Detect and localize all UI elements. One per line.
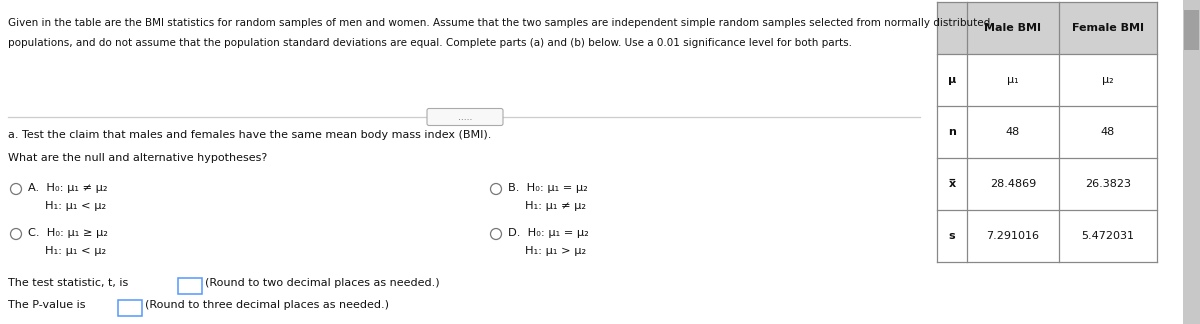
Text: D.  H₀: μ₁ = μ₂: D. H₀: μ₁ = μ₂ bbox=[508, 228, 589, 238]
Text: H₁: μ₁ > μ₂: H₁: μ₁ > μ₂ bbox=[526, 246, 586, 256]
Text: a. Test the claim that males and females have the same mean body mass index (BMI: a. Test the claim that males and females… bbox=[8, 130, 491, 140]
Text: 7.291016: 7.291016 bbox=[986, 231, 1039, 241]
Bar bbox=[1184, 10, 1199, 50]
Text: 28.4869: 28.4869 bbox=[990, 179, 1036, 189]
Text: What are the null and alternative hypotheses?: What are the null and alternative hypoth… bbox=[8, 153, 268, 163]
Text: μ₁: μ₁ bbox=[1007, 75, 1019, 85]
Text: H₁: μ₁ < μ₂: H₁: μ₁ < μ₂ bbox=[46, 246, 106, 256]
Text: populations, and do not assume that the population standard deviations are equal: populations, and do not assume that the … bbox=[8, 38, 852, 48]
Text: μ₂: μ₂ bbox=[1102, 75, 1114, 85]
Text: 48: 48 bbox=[1006, 127, 1020, 137]
Text: s: s bbox=[949, 231, 955, 241]
Bar bbox=[178, 278, 202, 294]
Text: (Round to three decimal places as needed.): (Round to three decimal places as needed… bbox=[145, 300, 389, 310]
Bar bbox=[937, 2, 1157, 54]
FancyBboxPatch shape bbox=[427, 109, 503, 125]
Text: Given in the table are the BMI statistics for random samples of men and women. A: Given in the table are the BMI statistic… bbox=[8, 18, 990, 28]
Text: n: n bbox=[948, 127, 956, 137]
Text: B.  H₀: μ₁ = μ₂: B. H₀: μ₁ = μ₂ bbox=[508, 183, 588, 193]
Text: ▲: ▲ bbox=[1188, 10, 1195, 19]
Text: The P-value is: The P-value is bbox=[8, 300, 85, 310]
Bar bbox=[1183, 0, 1200, 324]
Text: C.  H₀: μ₁ ≥ μ₂: C. H₀: μ₁ ≥ μ₂ bbox=[28, 228, 108, 238]
Text: H₁: μ₁ ≠ μ₂: H₁: μ₁ ≠ μ₂ bbox=[526, 201, 586, 211]
Bar bbox=[118, 300, 142, 316]
Text: x̅: x̅ bbox=[948, 179, 955, 189]
Text: (Round to two decimal places as needed.): (Round to two decimal places as needed.) bbox=[205, 278, 439, 288]
Text: Female BMI: Female BMI bbox=[1072, 23, 1144, 33]
Text: .....: ..... bbox=[458, 112, 472, 122]
Text: A.  H₀: μ₁ ≠ μ₂: A. H₀: μ₁ ≠ μ₂ bbox=[28, 183, 108, 193]
Bar bbox=[937, 2, 1157, 262]
Text: Male BMI: Male BMI bbox=[984, 23, 1042, 33]
Text: 26.3823: 26.3823 bbox=[1085, 179, 1132, 189]
Text: The test statistic, t, is: The test statistic, t, is bbox=[8, 278, 128, 288]
Text: 5.472031: 5.472031 bbox=[1081, 231, 1134, 241]
Text: 48: 48 bbox=[1100, 127, 1115, 137]
Text: H₁: μ₁ < μ₂: H₁: μ₁ < μ₂ bbox=[46, 201, 106, 211]
Text: μ: μ bbox=[948, 75, 956, 85]
